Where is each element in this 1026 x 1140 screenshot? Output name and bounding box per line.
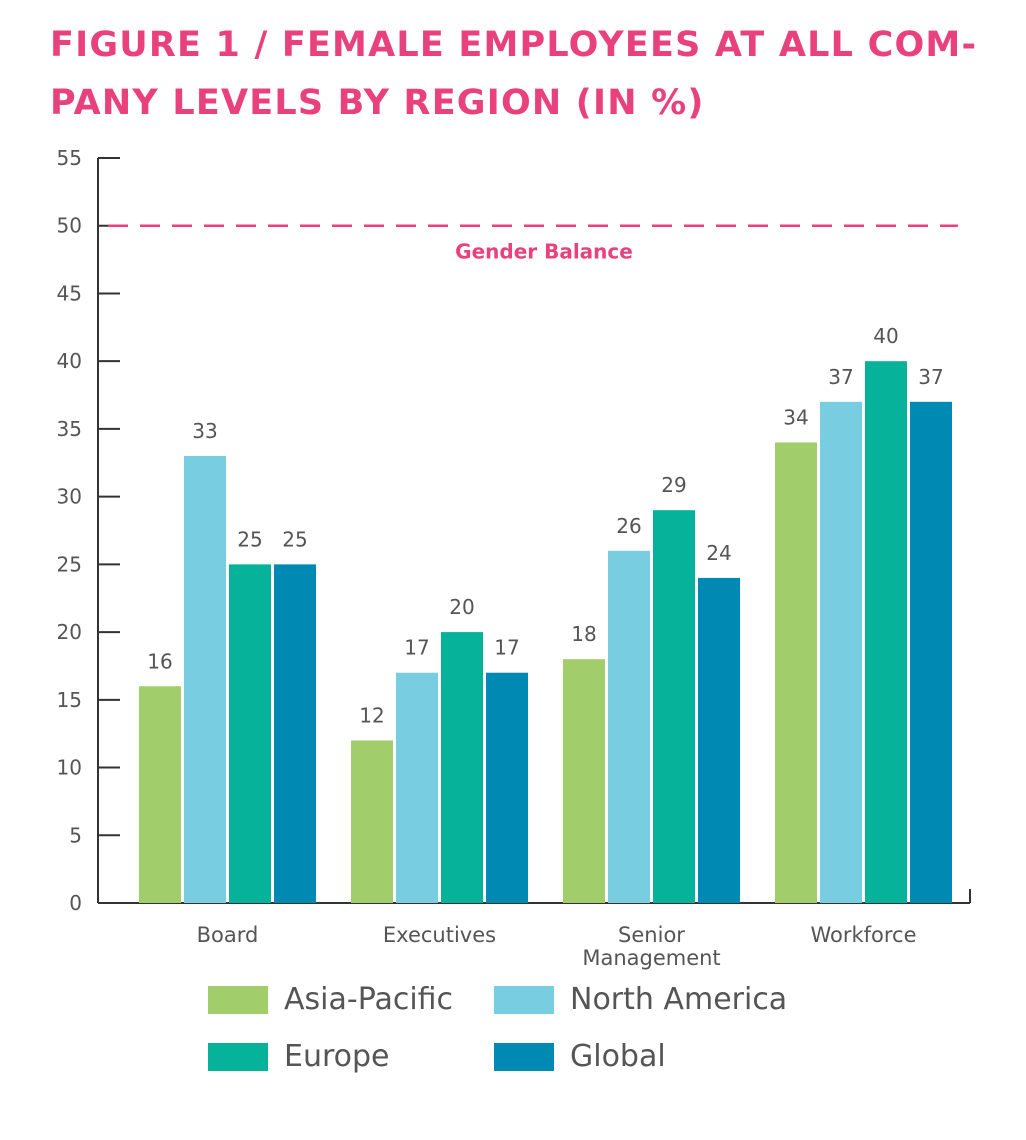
bar-senior-management-global (698, 577, 740, 903)
bar-workforce-asia-pacific (775, 442, 817, 903)
chart-title: FIGURE 1 / FEMALE EMPLOYEES AT ALL COM- … (50, 16, 990, 132)
bar-board-asia-pacific (139, 686, 181, 903)
y-tick-label-35: 35 (57, 417, 82, 441)
bar-executives-asia-pacific (351, 740, 393, 903)
bar-board-europe (229, 564, 271, 903)
bar-workforce-global (910, 401, 952, 903)
bar-workforce-europe (865, 361, 907, 903)
y-tick-label-50: 50 (57, 214, 82, 238)
legend-item-global: Global (494, 1039, 666, 1074)
bar-executives-global (486, 672, 528, 903)
bar-senior-management-europe (653, 510, 695, 903)
legend-label-north-america: North America (570, 982, 788, 1017)
y-tick-label-0: 0 (69, 891, 82, 915)
x-category-label-senior-management: Senior Management (582, 923, 720, 970)
chart-title-line-2: PANY LEVELS BY REGION (IN %) (50, 83, 705, 123)
y-tick-label-10: 10 (57, 756, 82, 780)
data-label-workforce-asia-pacific: 34 (783, 405, 808, 429)
legend-item-asia-pacific: Asia-Pacific (208, 982, 453, 1017)
data-label-executives-global: 17 (494, 636, 519, 660)
data-label-senior-management-global: 24 (706, 541, 731, 565)
legend-item-europe: Europe (208, 1039, 390, 1074)
legend-swatch-asia-pacific (208, 985, 268, 1014)
data-label-board-asia-pacific: 16 (147, 649, 172, 673)
bar-workforce-north-america (820, 401, 862, 903)
data-label-workforce-north-america: 37 (828, 365, 853, 389)
data-label-workforce-global: 37 (918, 365, 943, 389)
data-label-workforce-europe: 40 (873, 324, 898, 348)
x-category-label-workforce: Workforce (810, 923, 916, 947)
x-category-label-executives: Executives (383, 923, 496, 947)
reference-line-label: Gender Balance (455, 240, 633, 264)
data-label-senior-management-europe: 29 (661, 473, 686, 497)
bar-board-north-america (184, 456, 226, 903)
y-tick-label-45: 45 (57, 281, 82, 305)
data-label-board-north-america: 33 (192, 419, 217, 443)
chart-title-line-1: FIGURE 1 / FEMALE EMPLOYEES AT ALL COM- (50, 25, 978, 65)
legend-swatch-north-america (494, 985, 554, 1014)
data-label-board-europe: 25 (237, 527, 262, 551)
legend-label-europe: Europe (284, 1039, 390, 1074)
data-label-executives-asia-pacific: 12 (359, 703, 384, 727)
y-tick-label-55: 55 (57, 146, 82, 170)
data-label-executives-europe: 20 (449, 595, 474, 619)
data-label-board-global: 25 (282, 527, 307, 551)
data-label-executives-north-america: 17 (404, 636, 429, 660)
bar-chart: 0 5 10 15 20 25 30 35 40 45 50 55 Gender Balance 16 33… (57, 146, 971, 970)
data-label-senior-management-north-america: 26 (616, 514, 641, 538)
y-tick-label-30: 30 (57, 485, 82, 509)
x-category-label-board: Board (197, 923, 259, 947)
legend-item-north-america: North America (494, 982, 787, 1017)
data-label-senior-management-asia-pacific: 18 (571, 622, 596, 646)
legend-label-asia-pacific: Asia-Pacific (284, 982, 454, 1017)
y-tick-label-20: 20 (57, 620, 82, 644)
bar-senior-management-asia-pacific (563, 659, 605, 903)
bar-executives-north-america (396, 672, 438, 903)
y-tick-label-40: 40 (57, 349, 82, 373)
legend-swatch-europe (208, 1042, 268, 1071)
bar-board-global (274, 564, 316, 903)
y-tick-label-5: 5 (69, 823, 82, 847)
bar-senior-management-north-america (608, 550, 650, 903)
legend-label-global: Global (570, 1039, 666, 1074)
bar-executives-europe (441, 632, 483, 903)
legend-swatch-global (494, 1042, 554, 1071)
y-tick-label-15: 15 (57, 688, 82, 712)
y-tick-label-25: 25 (57, 552, 82, 576)
